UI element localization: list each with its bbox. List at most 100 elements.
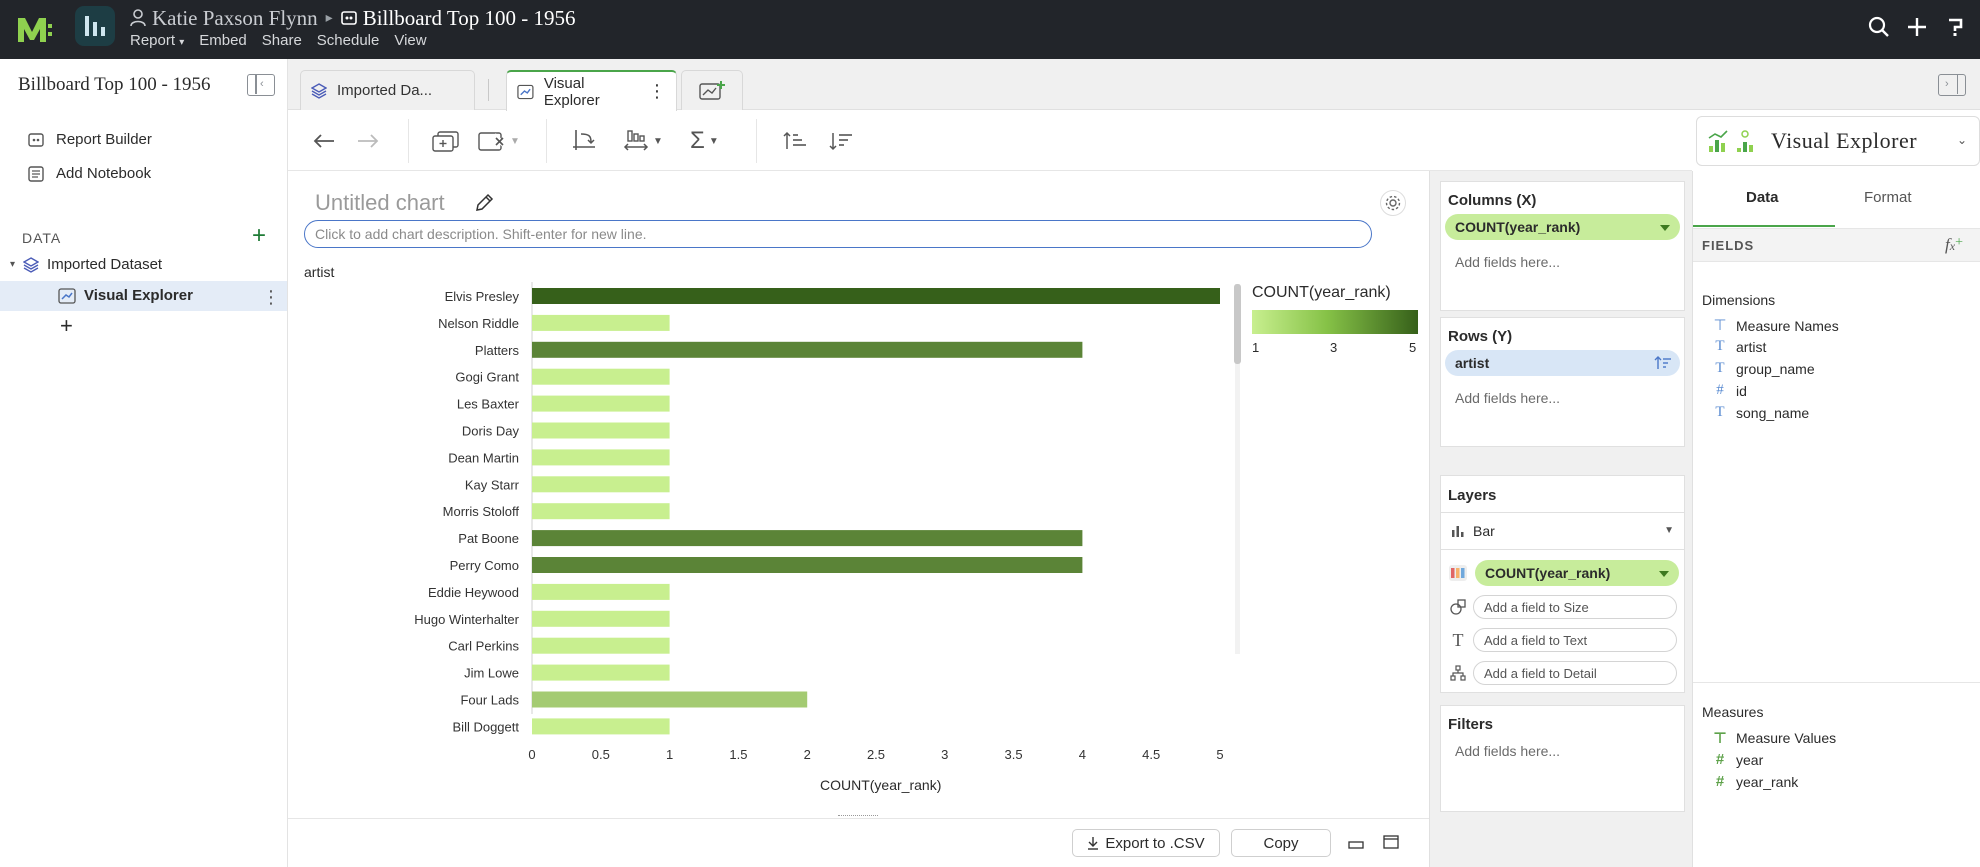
copy-button[interactable]: Copy — [1231, 829, 1331, 857]
size-encoding-row[interactable]: Add a field to Size — [1445, 594, 1680, 620]
measure-names-icon: ⊤ — [1713, 318, 1727, 334]
explorer-type-select[interactable]: Visual Explorer ⌄ — [1696, 116, 1980, 166]
bar-platters[interactable] — [532, 341, 1083, 358]
category-label: Morris Stoloff — [443, 504, 520, 519]
add-data-plus-icon[interactable]: + — [252, 222, 267, 249]
bar-elvis-presley[interactable] — [532, 288, 1220, 304]
bar-jim-lowe[interactable] — [532, 664, 670, 681]
mark-type-select[interactable]: Bar ▼ — [1441, 512, 1684, 550]
help-icon[interactable] — [1942, 14, 1968, 40]
sidebar-item-visual-explorer[interactable]: Visual Explorer — [58, 287, 193, 304]
chart-description-input[interactable] — [304, 220, 1372, 248]
bar-doris-day[interactable] — [532, 422, 670, 439]
sort-icon[interactable] — [1654, 356, 1672, 370]
plus-icon[interactable] — [1904, 14, 1930, 40]
redo-icon[interactable] — [356, 127, 380, 155]
menu-view[interactable]: View — [394, 32, 427, 49]
menu-report[interactable]: Report ▾ — [130, 32, 184, 49]
add-explorer-plus-icon[interactable]: + — [60, 313, 73, 338]
sidebar-item-add-notebook[interactable]: Add Notebook — [28, 165, 151, 182]
field-year-rank[interactable]: # year_rank — [1713, 773, 1798, 790]
detail-encoding-row[interactable]: Add a field to Detail — [1445, 660, 1680, 686]
rows-shelf[interactable]: Rows (Y) artist Add fields here... — [1440, 317, 1685, 447]
sidebar-item-report-builder[interactable]: Report Builder — [28, 131, 152, 148]
sort-descending-icon[interactable] — [828, 127, 854, 155]
bar-perry-como[interactable] — [532, 557, 1083, 573]
tab-format[interactable]: Format — [1864, 189, 1912, 206]
fit-width-icon[interactable]: ▼ — [623, 127, 663, 155]
field-id[interactable]: # id — [1713, 382, 1747, 399]
bar-kay-starr[interactable] — [532, 476, 670, 493]
bar-morris-stoloff[interactable] — [532, 503, 670, 520]
field-measure-values[interactable]: ⊤ Measure Values — [1713, 729, 1836, 747]
size-field-input[interactable]: Add a field to Size — [1473, 595, 1677, 619]
field-year[interactable]: # year — [1713, 751, 1763, 768]
gear-icon[interactable] — [1380, 190, 1406, 216]
bar-four-lads[interactable] — [532, 691, 808, 708]
toggle-panel-icon[interactable]: › — [1938, 74, 1966, 96]
columns-shelf[interactable]: Columns (X) COUNT(year_rank) Add fields … — [1440, 181, 1685, 311]
sidebar-item-imported-dataset[interactable]: ▾ Imported Dataset — [10, 256, 162, 273]
menu-embed[interactable]: Embed — [199, 32, 247, 49]
chevron-down-icon[interactable]: ▾ — [10, 259, 16, 270]
breadcrumb-owner[interactable]: Katie Paxson Flynn — [152, 5, 318, 30]
menu-schedule[interactable]: Schedule — [316, 32, 380, 49]
export-csv-button[interactable]: Export to .CSV — [1072, 829, 1220, 857]
add-calculated-field-icon[interactable]: fx+ — [1945, 235, 1963, 254]
detail-field-input[interactable]: Add a field to Detail — [1473, 661, 1677, 685]
report-chart-icon[interactable] — [75, 6, 115, 46]
add-explorer-tab-icon[interactable] — [681, 70, 743, 110]
bar-pat-boone[interactable] — [532, 530, 1083, 547]
x-tick-label: 3.5 — [1005, 747, 1023, 762]
field-song-name[interactable]: T song_name — [1713, 404, 1809, 421]
bar-gogi-grant[interactable] — [532, 368, 670, 385]
bar-nelson-riddle[interactable] — [532, 314, 670, 331]
rows-pill[interactable]: artist — [1445, 350, 1680, 376]
field-group-name[interactable]: T group_name — [1713, 360, 1814, 377]
swap-axes-icon[interactable] — [571, 127, 597, 155]
sidebar-selected-row[interactable] — [0, 281, 287, 311]
sort-ascending-icon[interactable] — [782, 127, 808, 155]
bar-carl-perkins[interactable] — [532, 637, 670, 654]
columns-pill[interactable]: COUNT(year_rank) — [1445, 214, 1680, 240]
bar-hugo-winterhalter[interactable] — [532, 610, 670, 627]
chart-title[interactable]: Untitled chart — [315, 190, 445, 215]
color-encoding-row[interactable]: COUNT(year_rank) — [1445, 560, 1680, 586]
search-icon[interactable] — [1866, 14, 1892, 40]
mode-logo-icon[interactable] — [16, 12, 52, 46]
field-artist[interactable]: T artist — [1713, 338, 1766, 355]
tab-visual-explorer[interactable]: Visual Explorer ⋮ — [506, 70, 677, 111]
filters-add-fields[interactable]: Add fields here... — [1455, 743, 1561, 759]
tab-data[interactable]: Data — [1746, 189, 1779, 206]
legend-tick: 3 — [1330, 340, 1338, 355]
visual-explorer-logo-icon — [1708, 130, 1753, 152]
edit-pencil-icon[interactable] — [474, 193, 494, 213]
bar-bill-doggett[interactable] — [532, 718, 670, 735]
bar-eddie-heywood[interactable] — [532, 583, 670, 600]
chart-scrollbar[interactable] — [1235, 284, 1240, 654]
text-field-input[interactable]: Add a field to Text — [1473, 628, 1677, 652]
category-label: Dean Martin — [448, 450, 519, 465]
tab-more-icon[interactable]: ⋮ — [648, 81, 666, 101]
more-options-icon[interactable]: ⋮ — [262, 287, 280, 307]
aggregate-sum-icon[interactable]: Σ ▼ — [690, 127, 719, 154]
menu-share[interactable]: Share — [261, 32, 302, 49]
tab-imported-dataset[interactable]: Imported Da... — [300, 70, 475, 110]
color-palette-icon[interactable] — [1445, 564, 1471, 582]
minimize-icon[interactable] — [1347, 833, 1365, 851]
columns-add-fields[interactable]: Add fields here... — [1455, 254, 1561, 270]
chart-scrollbar-thumb[interactable] — [1234, 284, 1241, 364]
bar-les-baxter[interactable] — [532, 395, 670, 412]
text-encoding-row[interactable]: T Add a field to Text — [1445, 627, 1680, 653]
bar-dean-martin[interactable] — [532, 449, 670, 466]
filters-shelf[interactable]: Filters Add fields here... — [1440, 705, 1685, 812]
clear-chart-icon[interactable]: ▼ — [478, 127, 520, 155]
color-pill[interactable]: COUNT(year_rank) — [1475, 560, 1679, 586]
collapse-sidebar-icon[interactable]: ‹ — [247, 74, 275, 96]
field-measure-names[interactable]: ⊤ Measure Names — [1713, 316, 1838, 335]
rows-add-fields[interactable]: Add fields here... — [1455, 390, 1561, 406]
chart-footer: Export to .CSV Copy — [288, 818, 1429, 867]
undo-icon[interactable] — [312, 127, 336, 155]
duplicate-chart-icon[interactable] — [432, 127, 460, 155]
maximize-icon[interactable] — [1382, 833, 1400, 851]
